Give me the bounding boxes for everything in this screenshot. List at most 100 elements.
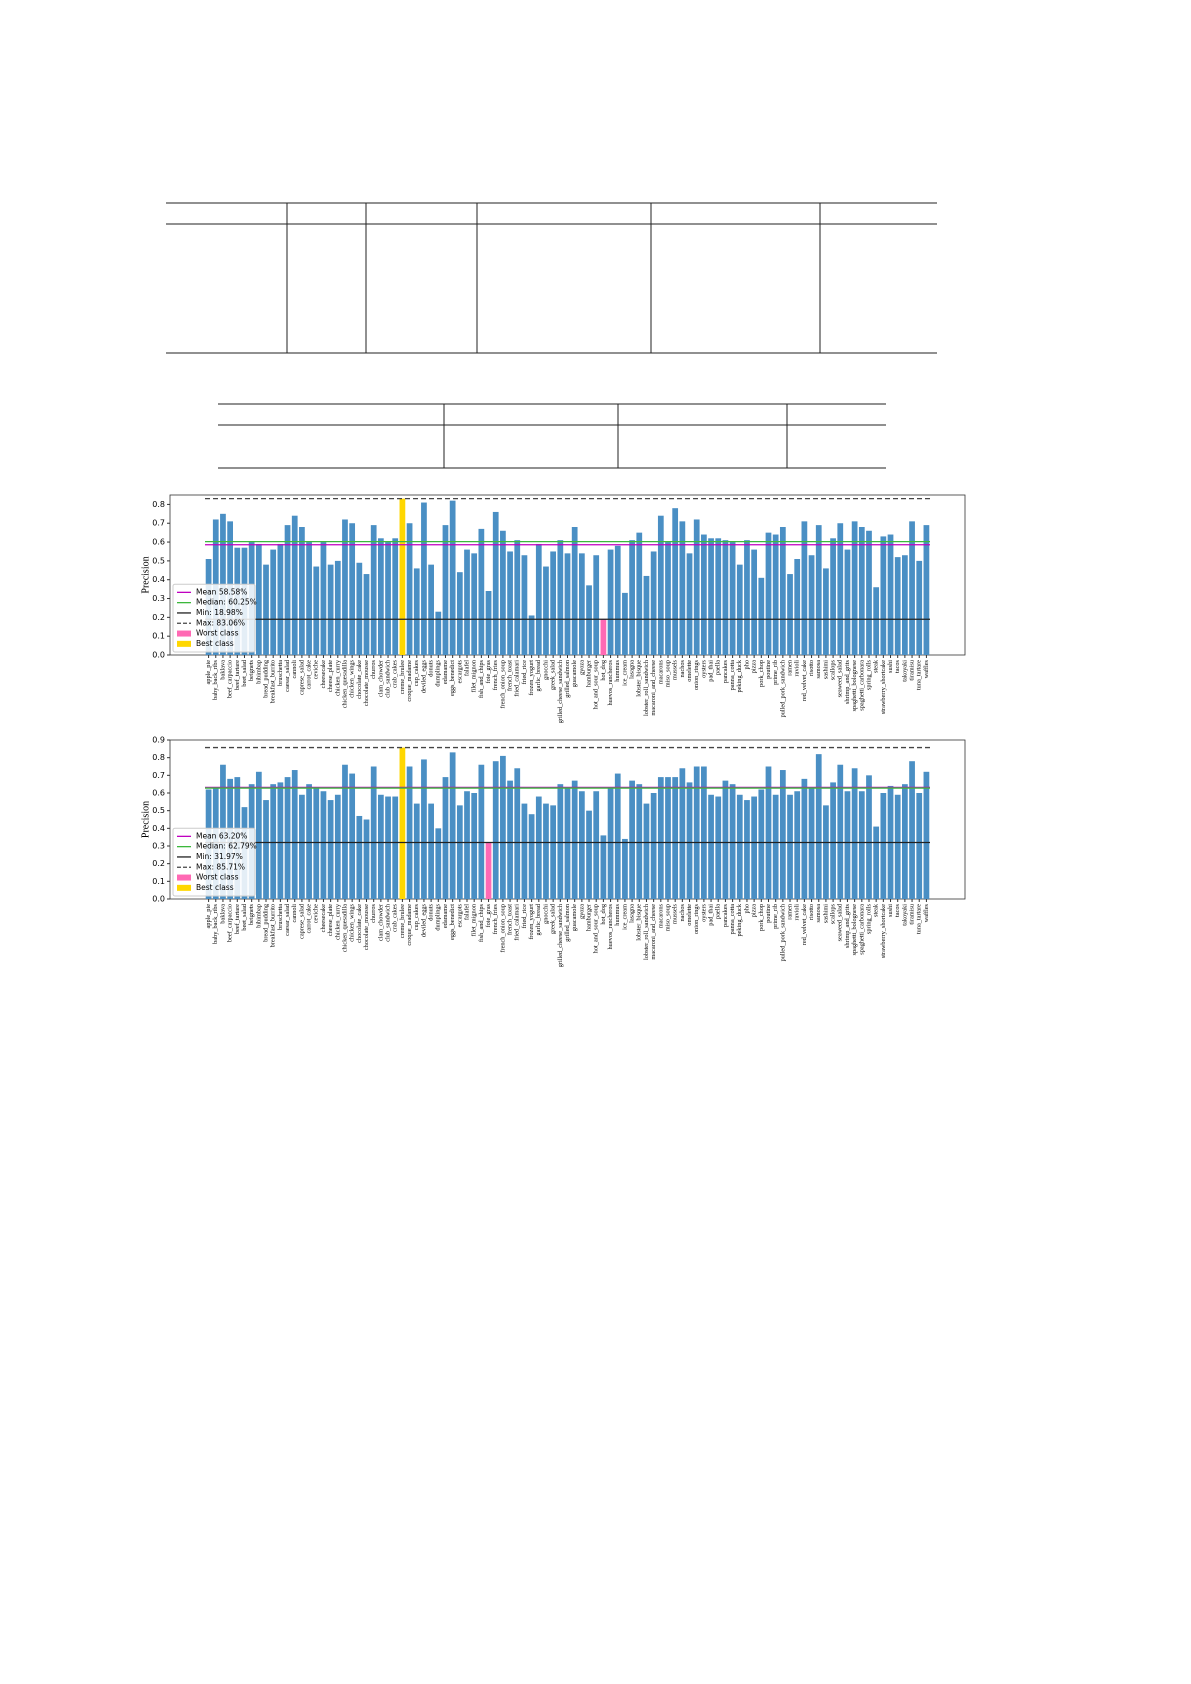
- x-tick-label: churros: [370, 659, 377, 678]
- x-tick-label: chocolate_cake: [356, 904, 363, 943]
- bar: [708, 794, 714, 899]
- x-tick-label: pho: [743, 660, 750, 669]
- bar: [435, 828, 442, 899]
- bar: [916, 560, 923, 655]
- bar: [421, 759, 427, 899]
- x-tick-label: panna_cotta: [729, 904, 736, 935]
- x-tick-label: bruschetta: [277, 660, 284, 686]
- x-tick-label: fried_calamari: [514, 904, 521, 941]
- x-tick-label: pulled_pork_sandwich: [779, 659, 786, 717]
- x-tick-label: waffles: [923, 903, 930, 922]
- bar: [270, 784, 277, 899]
- x-tick-label: hummus: [614, 903, 621, 925]
- bar: [701, 766, 707, 899]
- x-tick-label: chicken_wings: [349, 659, 356, 697]
- x-tick-label: deviled_eggs: [420, 659, 427, 693]
- bar: [514, 540, 521, 655]
- bar: [320, 542, 327, 655]
- bar: [435, 611, 442, 655]
- bar: [255, 771, 262, 899]
- x-tick-label: caesar_salad: [284, 903, 291, 936]
- x-tick-label: greek_salad: [550, 659, 557, 690]
- x-tick-label: risotto: [808, 660, 815, 676]
- x-tick-label: peking_duck: [736, 903, 743, 936]
- y-tick-label: 0.4: [152, 575, 165, 584]
- x-tick-label: donuts: [428, 903, 435, 920]
- bar: [492, 761, 499, 899]
- x-tick-label: lobster_roll_sandwich: [643, 903, 650, 960]
- bar: [421, 502, 427, 655]
- y-tick-label: 0.7: [152, 771, 165, 780]
- bar: [578, 553, 585, 655]
- bar: [263, 564, 269, 655]
- x-tick-label: chocolate_mousse: [363, 660, 370, 706]
- bar: [299, 527, 305, 655]
- bar: [794, 559, 801, 655]
- x-tick-label: miso_soup: [664, 904, 671, 931]
- x-tick-label: crab_cakes: [392, 659, 399, 688]
- x-tick-label: samosa: [815, 904, 822, 923]
- x-tick-label: chicken_curry: [334, 903, 341, 940]
- bar: [657, 777, 664, 899]
- bar: [370, 766, 377, 899]
- x-tick-label: french_toast: [507, 904, 514, 935]
- bar: [327, 564, 334, 655]
- bar: [277, 782, 284, 899]
- bar: [715, 796, 722, 899]
- bar: [277, 543, 284, 655]
- bar: [535, 543, 542, 655]
- legend-swatch: [177, 640, 191, 647]
- bar: [679, 521, 686, 655]
- x-tick-label: hot_dog: [600, 903, 607, 924]
- legend-label: Worst class: [196, 873, 239, 882]
- x-tick-label: clam_chowder: [377, 903, 384, 941]
- x-tick-label: macaroni_and_cheese: [650, 660, 657, 716]
- bar: [729, 784, 736, 899]
- y-tick-label: 0.8: [152, 753, 165, 762]
- x-tick-label: red_velvet_cake: [801, 904, 808, 945]
- bar: [808, 555, 815, 655]
- x-tick-label: seaweed_salad: [837, 659, 844, 697]
- x-tick-label: chicken_quesadilla: [341, 904, 348, 952]
- x-tick-label: croque_madame: [406, 660, 413, 702]
- x-tick-label: beef_tartare: [234, 904, 241, 934]
- bar: [808, 787, 815, 899]
- x-tick-label: cheese_plate: [327, 660, 334, 692]
- bar: [255, 543, 262, 655]
- y-tick-label: 0.5: [152, 556, 165, 565]
- bar: [657, 515, 664, 655]
- x-tick-label: macarons: [657, 659, 664, 684]
- bar: [464, 549, 470, 655]
- y-tick-label: 0.8: [152, 500, 165, 509]
- x-tick-label: hamburger: [585, 903, 592, 931]
- bar: [370, 525, 377, 655]
- x-tick-label: seaweed_salad: [837, 903, 844, 941]
- bar: [772, 794, 779, 899]
- x-tick-label: tiramisu: [909, 903, 916, 924]
- x-tick-label: cheese_plate: [327, 904, 334, 936]
- y-tick-label: 0.1: [152, 632, 165, 641]
- y-tick-label: 0.3: [152, 842, 165, 851]
- bar: [686, 782, 693, 899]
- bar: [464, 791, 470, 899]
- bar: [500, 755, 506, 899]
- legend-label: Min: 18.98%: [196, 608, 243, 617]
- x-tick-label: dumplings: [435, 903, 442, 930]
- bar: [478, 764, 485, 899]
- x-tick-label: ramen: [786, 903, 793, 920]
- x-tick-label: pad_thai: [708, 660, 715, 682]
- x-tick-label: bibimbap: [255, 904, 262, 928]
- bar: [571, 780, 578, 899]
- bar: [629, 780, 635, 899]
- bar: [866, 530, 872, 655]
- bar: [830, 538, 836, 655]
- x-tick-label: bruschetta: [277, 904, 284, 930]
- x-tick-label: guacamole: [571, 660, 578, 687]
- bar: [349, 773, 356, 899]
- bar: [449, 500, 456, 655]
- x-tick-label: peking_duck: [736, 659, 743, 692]
- bar: [406, 766, 413, 899]
- bar: [320, 791, 327, 899]
- bar: [521, 555, 528, 655]
- x-tick-label: falafel: [463, 660, 470, 676]
